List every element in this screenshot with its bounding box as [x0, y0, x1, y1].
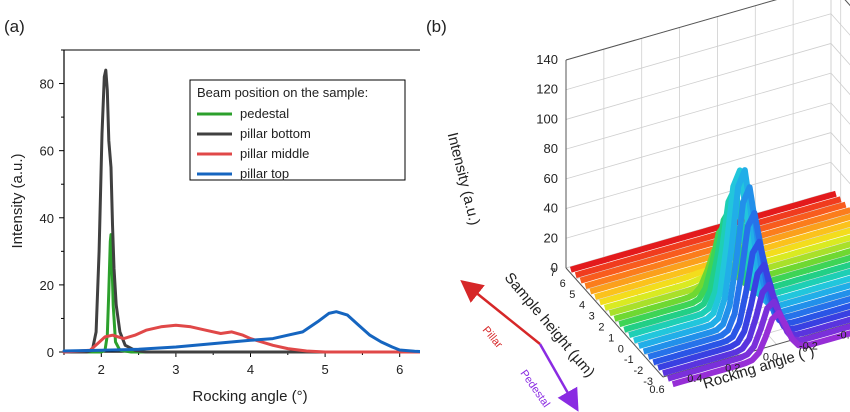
y-ticks-a: 0 20 40 60 80 — [40, 49, 64, 360]
y-tick-label: 6 — [560, 278, 566, 290]
ribbons-b — [569, 167, 850, 388]
legend-box — [189, 79, 406, 181]
panel-a-label: (a) — [4, 17, 25, 36]
chart-panel-a: (a) 2 3 4 5 6 0 20 40 60 80 Rocking angle (°) In… — [4, 17, 420, 405]
side-wall-gridline — [830, 13, 850, 36]
y-tick-label: 5 — [569, 289, 575, 301]
z-tick-label: 0 — [551, 260, 558, 275]
x-tick-label: 0.2 — [725, 362, 740, 374]
legend-label: pedestal — [240, 106, 289, 121]
legend-items: pedestal pillar bottom pillar middle pillar… — [197, 106, 311, 181]
ribbon-series — [579, 201, 847, 284]
pillar-pedestal-arrow: Pillar Pedestal — [460, 279, 579, 412]
y-tick-label: 80 — [40, 77, 54, 92]
legend-title: Beam position on the sample: — [197, 85, 368, 100]
y-tick-label: -1 — [624, 354, 634, 366]
x-tick-label: 5 — [321, 362, 328, 377]
legend-label: pillar top — [240, 166, 289, 181]
box-edge — [565, 0, 778, 61]
legend-label: pillar bottom — [240, 126, 311, 141]
arrow-purple — [538, 343, 579, 412]
z-tick-label: 120 — [536, 82, 558, 97]
z-ticks-b: 0 20 40 60 80 100 120 140 — [536, 52, 558, 275]
z-axis-label-b: Intensity (a.u.) — [444, 131, 483, 227]
z-tick-label: 40 — [544, 201, 558, 216]
series-line-pillar-bottom — [62, 68, 420, 354]
back-wall-gridline — [565, 43, 832, 120]
series-line-pillar-middle — [62, 323, 420, 354]
x-tick-label: 6 — [396, 362, 403, 377]
back-wall-gridline — [565, 72, 832, 150]
side-wall-gridline — [830, 132, 850, 155]
x-tick-label: 0.4 — [687, 373, 702, 385]
back-wall-gridline — [565, 13, 832, 91]
y-tick-label: 4 — [579, 300, 585, 312]
side-wall-gridline — [830, 43, 850, 66]
z-tick-label: 80 — [544, 141, 558, 156]
z-tick-label: 60 — [544, 171, 558, 186]
series-lines-a — [62, 68, 420, 354]
z-tick-label: 100 — [536, 111, 558, 126]
z-tick-label: 20 — [544, 230, 558, 245]
y-tick-label: 0 — [618, 343, 624, 355]
x-tick-label: 3 — [172, 362, 179, 377]
x-tick-label: -0.4 — [837, 330, 850, 342]
y-tick-label: -2 — [634, 365, 644, 377]
side-wall-gridline — [830, 162, 850, 185]
y-tick-label: -3 — [643, 376, 653, 388]
series-line-pillar-top — [62, 310, 420, 353]
y-tick-label: 0 — [47, 345, 54, 360]
x-tick-label: 4 — [247, 362, 254, 377]
back-wall-gridline — [565, 102, 832, 180]
y-axis-b — [565, 267, 664, 378]
ribbon-series — [671, 310, 850, 388]
legend-label: pillar middle — [240, 146, 309, 161]
y-tick-label: 2 — [598, 322, 604, 334]
y-tick-label: 1 — [608, 332, 614, 344]
x-ticks-b: 0.60.40.20.0-0.2-0.4-0.6-0.8 — [649, 330, 850, 396]
x-axis-label-a: Rocking angle (°) — [192, 388, 307, 405]
ribbon-series — [574, 196, 842, 279]
y-axis-label-a: Intensity (a.u.) — [9, 153, 26, 248]
y-tick-label: 3 — [589, 311, 595, 323]
arrow-label-pedestal: Pedestal — [518, 368, 552, 410]
ribbon-series — [569, 190, 837, 273]
y-tick-label: 7 — [550, 267, 556, 279]
x-ticks-a: 2 3 4 5 6 — [63, 352, 403, 377]
y-tick-label: 60 — [40, 144, 54, 159]
y-tick-label: 40 — [40, 211, 54, 226]
panel-b-label: (b) — [426, 17, 447, 36]
x-tick-label: -0.2 — [799, 341, 818, 353]
legend-a: Beam position on the sample: pedestal pil… — [189, 79, 406, 181]
back-wall-gridline — [565, 161, 832, 239]
box-edge — [844, 0, 850, 7]
side-wall-gridline — [830, 72, 850, 96]
ribbon-series — [667, 298, 850, 382]
ribbon-series — [662, 281, 850, 377]
x-tick-label: 2 — [98, 362, 105, 377]
side-wall-gridline — [830, 102, 850, 125]
back-wall-gridline — [565, 132, 832, 209]
x-tick-label: 0.6 — [649, 384, 664, 396]
x-tick-label: 0.0 — [763, 351, 778, 363]
arrow-red — [460, 279, 541, 345]
z-tick-label: 140 — [536, 52, 558, 67]
back-wall-gridline — [565, 0, 777, 61]
y-tick-label: 20 — [40, 278, 54, 293]
arrow-label-pillar: Pillar — [480, 324, 505, 351]
